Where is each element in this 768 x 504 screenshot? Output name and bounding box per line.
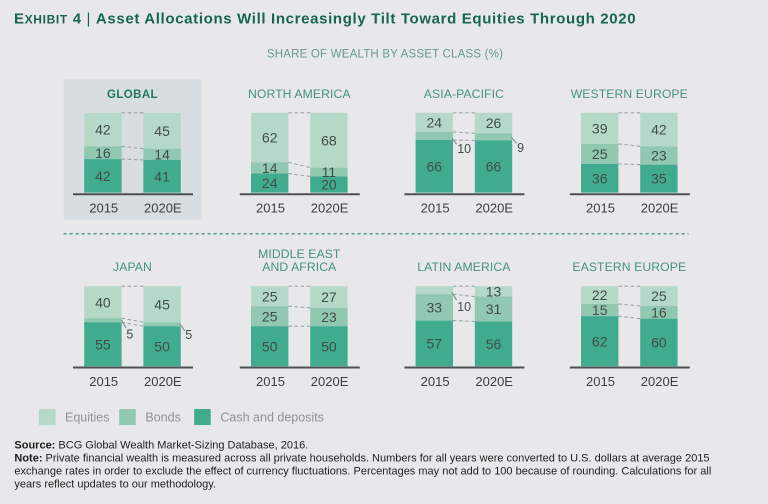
svg-text:5: 5: [185, 328, 192, 342]
svg-text:41: 41: [154, 168, 170, 184]
svg-text:62: 62: [262, 130, 278, 146]
svg-text:57: 57: [427, 336, 443, 352]
svg-text:22: 22: [592, 287, 608, 303]
svg-text:10: 10: [457, 300, 471, 314]
svg-text:66: 66: [427, 158, 443, 174]
svg-text:2020E: 2020E: [641, 200, 679, 215]
svg-text:16: 16: [95, 145, 111, 161]
svg-text:15: 15: [592, 302, 608, 318]
svg-text:2020E: 2020E: [641, 374, 679, 389]
svg-text:45: 45: [154, 296, 170, 312]
svg-text:LATIN AMERICA: LATIN AMERICA: [417, 260, 511, 274]
svg-text:23: 23: [321, 309, 337, 325]
svg-text:31: 31: [486, 301, 502, 317]
svg-text:23: 23: [651, 148, 667, 164]
svg-text:2015: 2015: [421, 200, 450, 215]
svg-text:years reflect updates to our m: years reflect updates to our methodology…: [14, 479, 216, 491]
svg-text:33: 33: [427, 300, 443, 316]
svg-text:62: 62: [592, 333, 608, 349]
svg-text:Source: BCG Global Wealth Mark: Source: BCG Global Wealth Market-Sizing …: [14, 440, 308, 452]
svg-text:35: 35: [651, 171, 667, 187]
svg-text:exchange rates in order to exc: exchange rates in order to exclude the e…: [14, 466, 711, 478]
svg-text:40: 40: [95, 294, 111, 310]
svg-text:2015: 2015: [421, 374, 450, 389]
svg-text:2020E: 2020E: [475, 200, 513, 215]
svg-text:26: 26: [486, 115, 502, 131]
svg-text:EXHIBIT 4 | Asset Allocations: EXHIBIT 4 | Asset Allocations Will Incre…: [14, 11, 636, 28]
svg-text:13: 13: [486, 284, 502, 300]
svg-text:66: 66: [486, 159, 502, 175]
svg-text:25: 25: [262, 288, 278, 304]
svg-text:56: 56: [486, 336, 502, 352]
svg-text:JAPAN: JAPAN: [113, 260, 152, 274]
svg-text:2015: 2015: [256, 200, 285, 215]
svg-text:55: 55: [95, 336, 111, 352]
svg-text:24: 24: [262, 175, 278, 191]
svg-text:25: 25: [592, 146, 608, 162]
svg-text:SHARE OF WEALTH BY ASSET CLASS: SHARE OF WEALTH BY ASSET CLASS (%): [267, 49, 503, 61]
svg-text:20: 20: [321, 177, 337, 193]
svg-text:9: 9: [517, 141, 524, 155]
svg-text:14: 14: [154, 146, 170, 162]
svg-text:2015: 2015: [89, 374, 118, 389]
svg-text:2020E: 2020E: [311, 200, 349, 215]
svg-text:42: 42: [95, 122, 111, 138]
svg-text:AND AFRICA: AND AFRICA: [262, 260, 337, 274]
svg-text:42: 42: [651, 122, 667, 138]
svg-text:WESTERN EUROPE: WESTERN EUROPE: [571, 87, 688, 101]
svg-text:42: 42: [95, 168, 111, 184]
svg-text:2020E: 2020E: [144, 200, 182, 215]
svg-text:25: 25: [651, 288, 667, 304]
svg-text:39: 39: [592, 120, 608, 136]
svg-text:2015: 2015: [89, 200, 118, 215]
svg-text:5: 5: [126, 328, 133, 342]
svg-text:Bonds: Bonds: [145, 411, 180, 425]
svg-text:68: 68: [321, 132, 337, 148]
svg-text:ASIA-PACIFIC: ASIA-PACIFIC: [424, 87, 504, 101]
svg-text:60: 60: [651, 335, 667, 351]
svg-text:2020E: 2020E: [311, 374, 349, 389]
svg-text:MIDDLE EAST: MIDDLE EAST: [258, 247, 341, 261]
svg-text:50: 50: [154, 338, 170, 354]
svg-text:2020E: 2020E: [144, 374, 182, 389]
svg-text:14: 14: [262, 160, 278, 176]
svg-text:GLOBAL: GLOBAL: [107, 89, 158, 101]
svg-text:45: 45: [154, 123, 170, 139]
svg-text:2015: 2015: [586, 200, 615, 215]
svg-text:50: 50: [321, 338, 337, 354]
svg-text:2015: 2015: [586, 374, 615, 389]
svg-text:Cash and deposits: Cash and deposits: [220, 411, 324, 425]
svg-text:27: 27: [321, 289, 337, 305]
svg-text:NORTH AMERICA: NORTH AMERICA: [248, 87, 351, 101]
svg-text:16: 16: [651, 304, 667, 320]
svg-text:11: 11: [322, 164, 337, 180]
svg-text:Equities: Equities: [65, 411, 109, 425]
svg-text:EASTERN EUROPE: EASTERN EUROPE: [572, 260, 686, 274]
svg-text:50: 50: [262, 338, 278, 354]
svg-text:36: 36: [592, 170, 608, 186]
svg-text:10: 10: [457, 142, 471, 156]
svg-text:25: 25: [262, 308, 278, 324]
svg-text:2015: 2015: [256, 374, 285, 389]
svg-text:2020E: 2020E: [475, 374, 513, 389]
svg-text:24: 24: [427, 114, 443, 130]
svg-text:Note: Private financial wealth: Note: Private financial wealth is measur…: [14, 453, 709, 465]
